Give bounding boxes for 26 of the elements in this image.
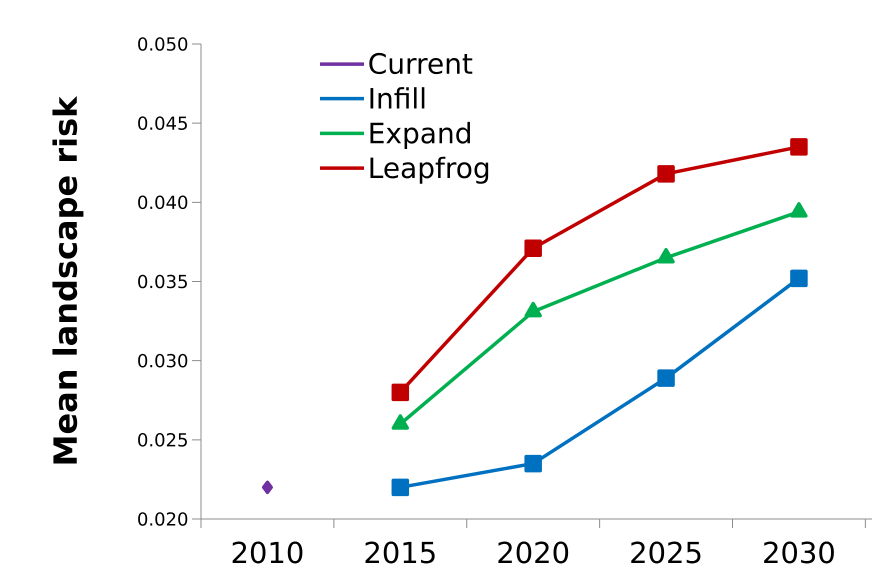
x-tick-label: 2025: [631, 542, 700, 564]
x-tick-label: 2020: [498, 542, 568, 564]
legend-label: Expand: [370, 122, 470, 150]
point: [392, 384, 410, 402]
y-tick-label: 0.045: [138, 116, 187, 130]
point: [524, 239, 542, 257]
y-tick-label: 0.035: [138, 274, 187, 288]
point: [657, 369, 675, 387]
legend-label: Current: [369, 52, 472, 74]
point: [392, 478, 410, 496]
legend-label: Leapfrog: [370, 156, 488, 184]
y-tick-label: 0.050: [138, 37, 188, 51]
point: [524, 454, 542, 472]
y-axis-title: Mean landscape risk: [52, 96, 84, 464]
x-tick-label: 2015: [366, 542, 435, 564]
point: [790, 270, 808, 288]
y-tick-label: 0.020: [138, 512, 188, 526]
y-tick-label: 0.040: [138, 196, 188, 210]
x-tick-label: 2010: [232, 542, 302, 564]
y-tick-label: 0.030: [138, 354, 188, 368]
x-tick-label: 2030: [764, 542, 834, 564]
point: [790, 138, 808, 156]
y-tick-label: 0.025: [138, 433, 187, 447]
point: [657, 165, 675, 183]
point: [262, 480, 273, 494]
legend-label: Infill: [370, 87, 424, 108]
